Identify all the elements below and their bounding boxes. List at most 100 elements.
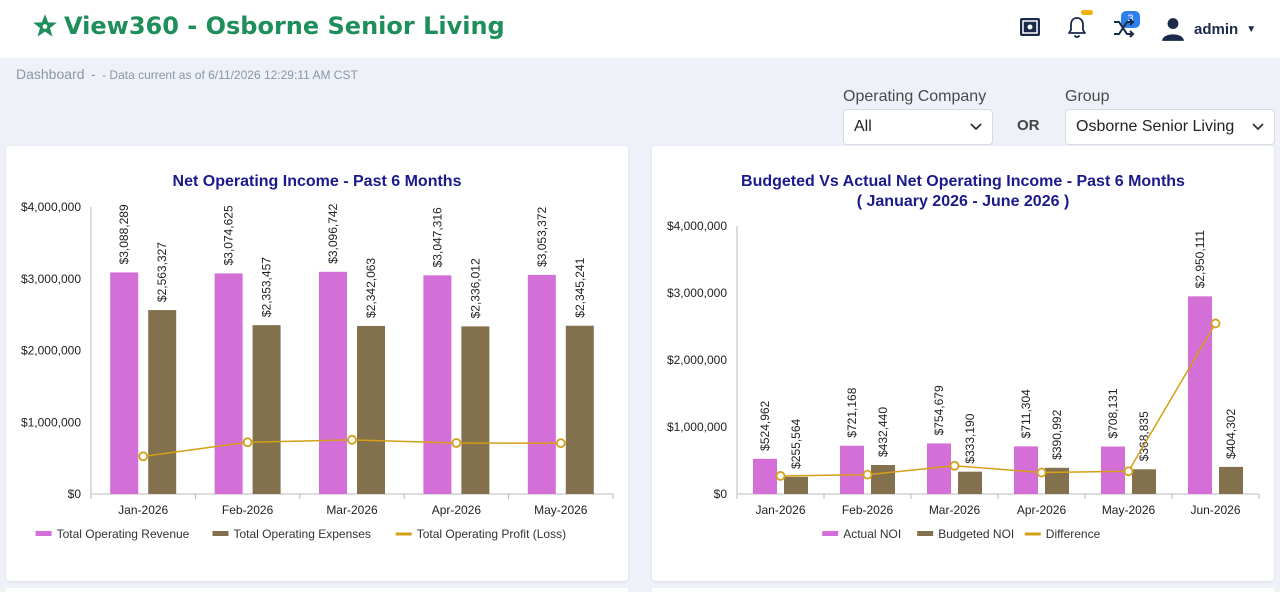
y-tick-label: $4,000,000 — [21, 200, 81, 214]
chart-subtitle: ( January 2026 - June 2026 ) — [857, 193, 1070, 210]
legend-label: Budgeted NOI — [938, 527, 1014, 541]
bar — [110, 272, 139, 494]
y-tick-label: $3,000,000 — [667, 286, 727, 300]
bar-value-label: $2,353,457 — [260, 257, 274, 317]
line-point — [451, 438, 462, 448]
bar — [1101, 446, 1125, 494]
x-tick-label: Jan-2026 — [755, 503, 805, 517]
legend-swatch — [917, 531, 934, 536]
bar — [784, 476, 808, 494]
top-navbar: View360 - Osborne Senior Living 3 admin … — [0, 0, 1280, 58]
operating-company-value: All — [854, 118, 872, 135]
chart-title: Budgeted Vs Actual Net Operating Income … — [741, 173, 1185, 190]
bar-value-label: $2,336,012 — [468, 258, 482, 318]
x-tick-label: Feb-2026 — [842, 503, 894, 517]
breadcrumb-separator: - — [90, 66, 96, 82]
legend-swatch — [822, 531, 839, 536]
operating-company-label: Operating Company — [843, 88, 987, 105]
y-tick-label: $1,000,000 — [667, 420, 727, 434]
bar-value-label: $524,962 — [758, 400, 772, 450]
star-logo-icon — [33, 14, 57, 37]
budget-vs-actual-chart-card: Budgeted Vs Actual Net Operating Income … — [652, 146, 1274, 581]
frame-icon[interactable] — [1019, 16, 1041, 38]
bar — [252, 325, 281, 494]
noi-chart: Net Operating Income - Past 6 Months $0 $1… — [21, 173, 614, 541]
y-tick-label: $0 — [68, 487, 82, 501]
user-name: admin — [1194, 20, 1239, 38]
chevron-down-icon: ▼ — [1246, 23, 1257, 35]
notification-dot — [1081, 10, 1093, 15]
lower-card-edge — [652, 588, 1274, 592]
lower-card-edge — [6, 588, 628, 592]
bar — [319, 271, 347, 494]
app-brand[interactable]: View360 - Osborne Senior Living — [32, 12, 505, 40]
x-tick-label: Feb-2026 — [222, 503, 274, 517]
shuffle-icon[interactable] — [1112, 16, 1136, 40]
line-point — [949, 460, 960, 471]
bar — [753, 458, 777, 494]
bar-value-label: $3,047,316 — [430, 207, 444, 267]
x-tick-label: Apr-2026 — [1017, 503, 1067, 517]
bar — [148, 310, 177, 494]
breadcrumb: Dashboard - - Data current as of 6/11/20… — [16, 66, 358, 84]
legend-swatch — [35, 531, 52, 536]
legend-label: Total Operating Revenue — [57, 527, 190, 541]
bar-value-label: $2,563,327 — [155, 242, 169, 302]
bar — [871, 465, 895, 494]
line-point — [1036, 467, 1047, 478]
y-tick-label: $2,000,000 — [21, 344, 81, 358]
line-point — [1210, 318, 1221, 329]
bar — [214, 273, 243, 494]
y-tick-label: $2,000,000 — [667, 353, 727, 367]
bar-value-label: $368,835 — [1137, 411, 1151, 461]
line-point — [242, 437, 253, 448]
bar — [1132, 469, 1156, 494]
bar-value-label: $708,131 — [1106, 388, 1120, 438]
legend-label: Total Operating Expenses — [234, 527, 371, 541]
bar-value-label: $3,074,625 — [222, 205, 236, 265]
data-timestamp: - Data current as of 6/11/2026 12:29:11 … — [102, 68, 358, 82]
bar — [958, 471, 982, 494]
y-tick-label: $1,000,000 — [21, 415, 81, 429]
line-point — [1123, 466, 1134, 477]
line-point — [775, 471, 786, 481]
group-select[interactable]: Osborne Senior Living — [1065, 109, 1275, 145]
x-tick-label: May-2026 — [534, 503, 588, 517]
legend-label: Difference — [1046, 527, 1101, 541]
line-point — [862, 469, 873, 480]
bar-value-label: $3,088,289 — [117, 204, 131, 264]
breadcrumb-dashboard[interactable]: Dashboard — [16, 66, 85, 82]
chart-title: Net Operating Income - Past 6 Months — [173, 173, 462, 190]
y-tick-label: $0 — [714, 487, 728, 501]
or-label: OR — [1017, 117, 1040, 134]
bar-value-label: $404,302 — [1224, 409, 1238, 459]
chevron-down-icon — [970, 123, 982, 131]
legend-label: Actual NOI — [843, 527, 901, 541]
x-tick-label: May-2026 — [1102, 503, 1156, 517]
bar — [840, 445, 864, 494]
budget-vs-actual-chart: Budgeted Vs Actual Net Operating Income … — [667, 173, 1260, 541]
bar-value-label: $333,190 — [963, 413, 977, 463]
bar-value-label: $2,950,111 — [1193, 230, 1207, 289]
noi-chart-card: Net Operating Income - Past 6 Months $0 $1… — [6, 146, 628, 581]
y-tick-label: $4,000,000 — [667, 219, 727, 233]
x-tick-label: Mar-2026 — [326, 503, 378, 517]
bar-value-label: $721,168 — [845, 387, 859, 437]
legend-label: Total Operating Profit (Loss) — [417, 527, 566, 541]
bar — [461, 326, 490, 494]
bar-value-label: $711,304 — [1019, 389, 1033, 438]
line-point — [347, 434, 357, 445]
bar-value-label: $2,345,241 — [573, 257, 587, 317]
user-menu[interactable]: admin ▼ — [1160, 16, 1256, 42]
y-tick-label: $3,000,000 — [21, 272, 81, 286]
bar-value-label: $3,096,742 — [326, 203, 340, 263]
operating-company-select[interactable]: All — [843, 109, 993, 145]
bar — [423, 275, 452, 494]
bar-value-label: $432,440 — [876, 407, 890, 457]
chevron-down-icon — [1252, 123, 1264, 131]
x-tick-label: Jan-2026 — [118, 503, 168, 517]
line-point — [138, 451, 149, 462]
group-value: Osborne Senior Living — [1076, 118, 1235, 135]
bar-value-label: $754,679 — [932, 385, 946, 435]
bell-icon[interactable] — [1066, 16, 1088, 40]
